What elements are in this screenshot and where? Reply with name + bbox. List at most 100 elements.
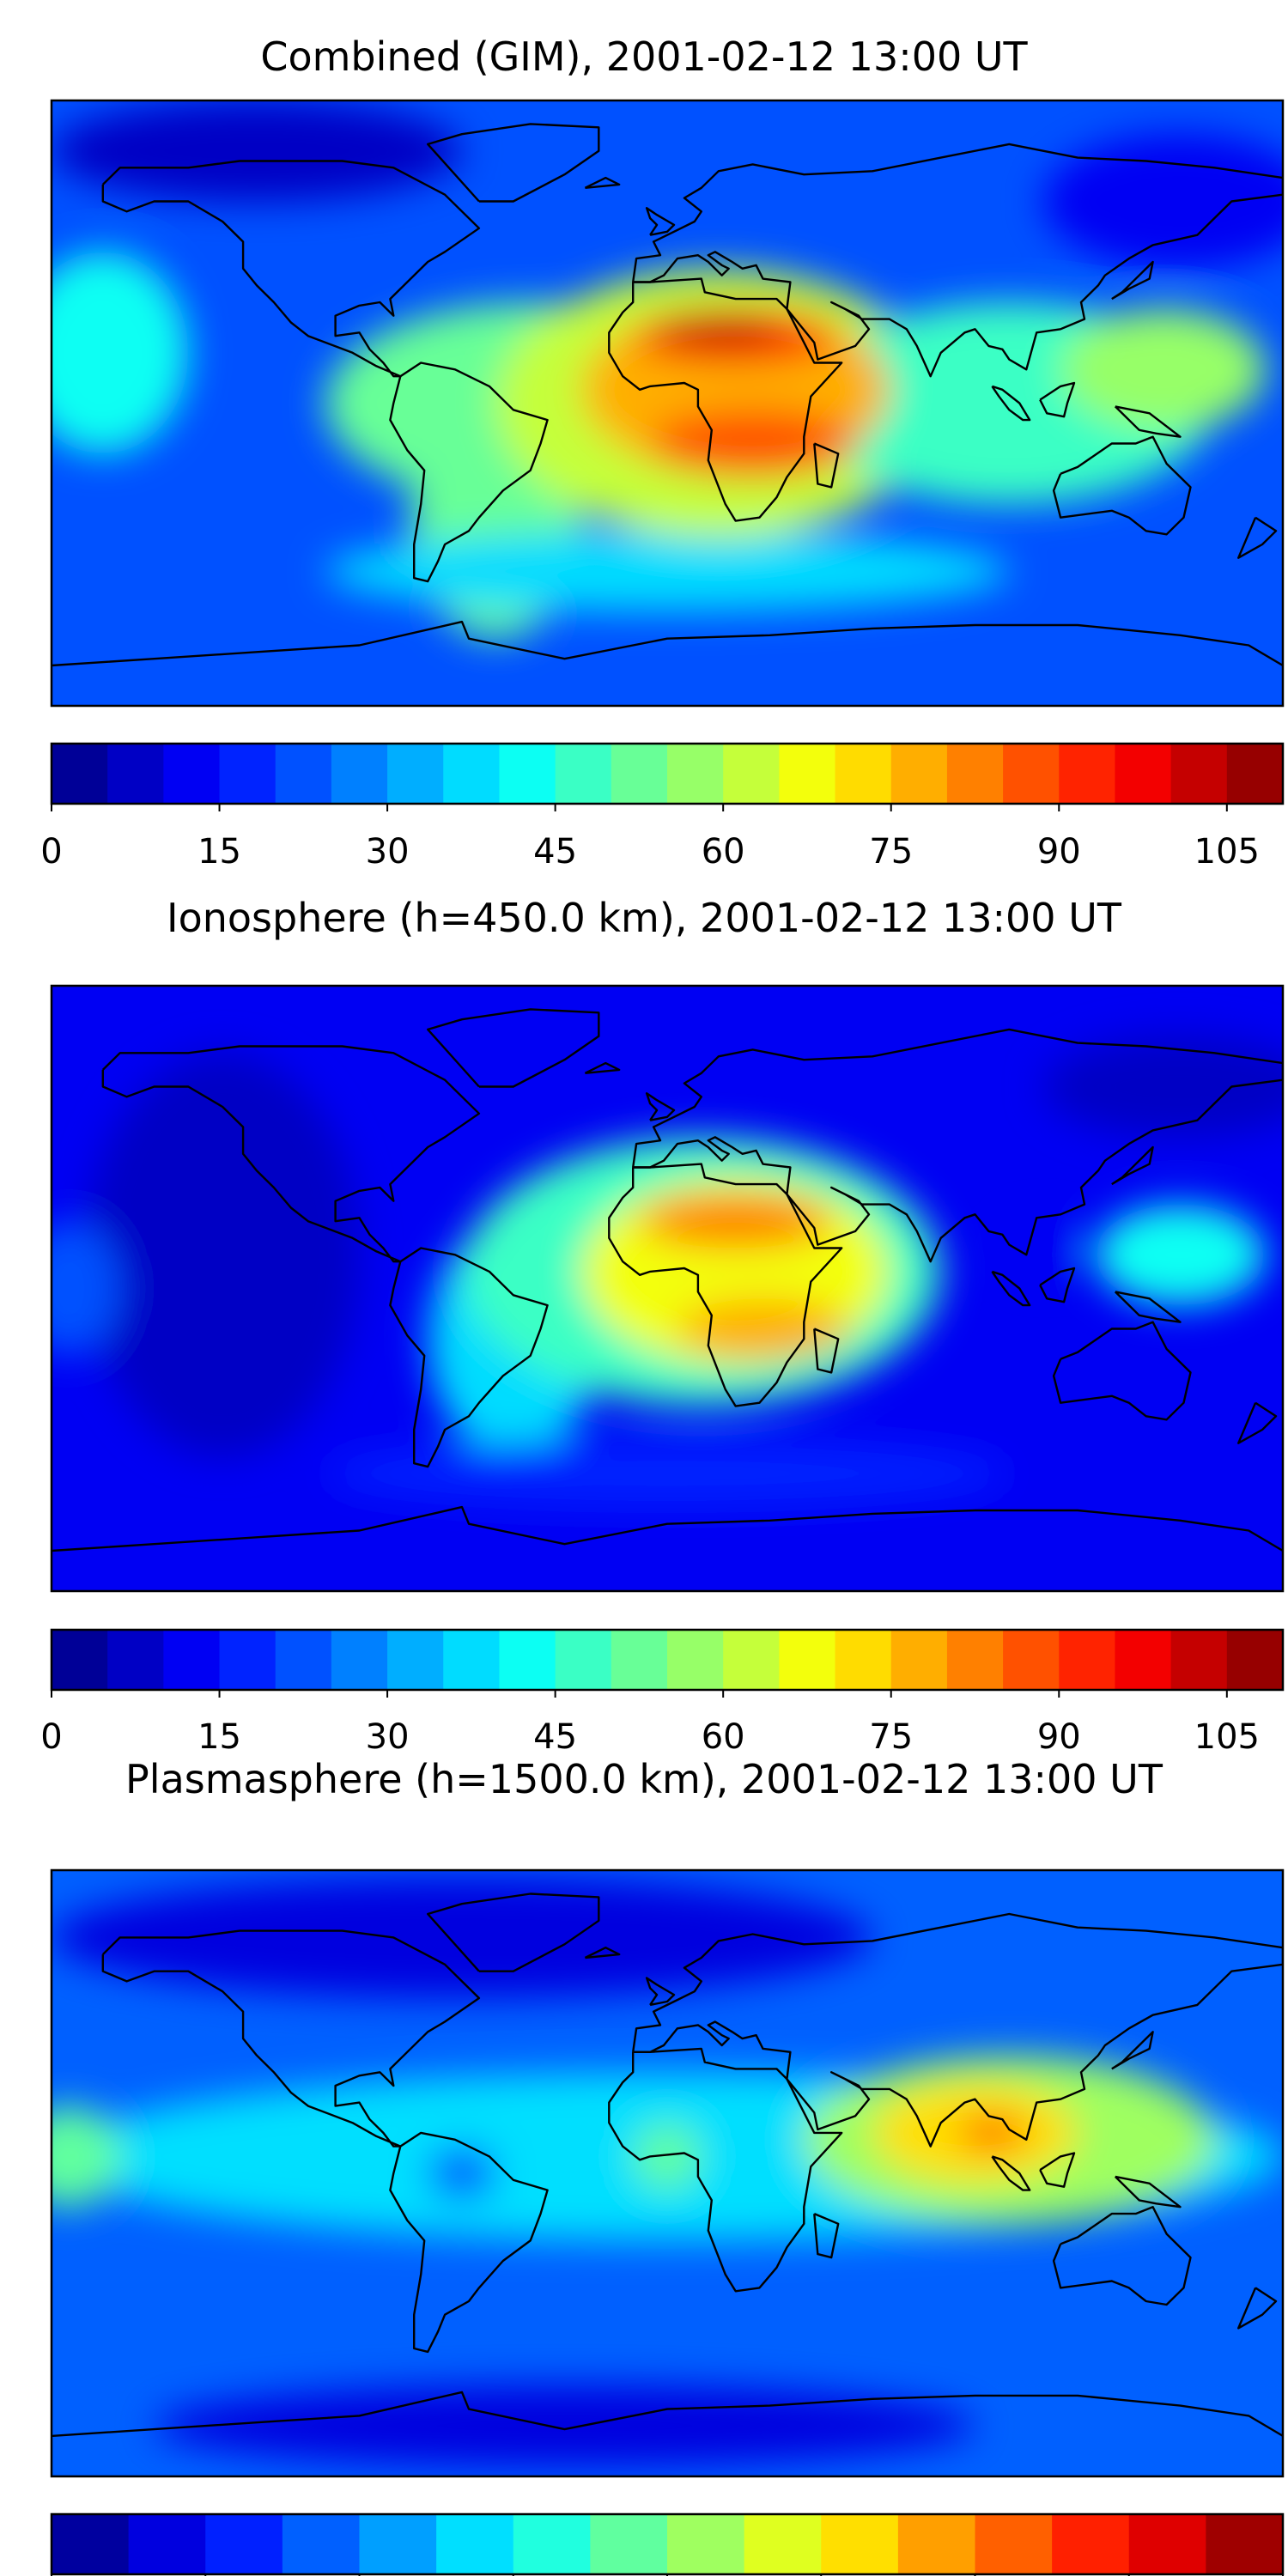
coastline xyxy=(608,2047,843,2293)
colorbar-segment xyxy=(890,744,948,804)
colorbar-segment xyxy=(52,744,108,804)
colorbar-segment xyxy=(667,2514,745,2574)
colorbar-segment xyxy=(611,1630,668,1690)
colorbar-tick-label: 15 xyxy=(197,832,241,872)
colorbar-segment xyxy=(946,744,1004,804)
colorbar-tick-label: 75 xyxy=(869,832,913,872)
colorbar-segment xyxy=(443,1630,501,1690)
field-region xyxy=(52,252,189,454)
colorbar-segment xyxy=(946,1630,1004,1690)
colorbar-segment xyxy=(723,744,780,804)
colorbar-segment xyxy=(163,744,221,804)
colorbar-tick-label: 45 xyxy=(533,832,577,872)
coastline xyxy=(991,2155,1031,2191)
coastline xyxy=(1111,2031,1154,2070)
coastline xyxy=(52,2391,1283,2438)
colorbar-segment xyxy=(107,1630,164,1690)
field-region xyxy=(657,312,781,346)
panel-title: Ionosphere (h=450.0 km), 2001-02-12 13:0… xyxy=(167,895,1122,941)
colorbar-segment xyxy=(387,744,444,804)
coastline xyxy=(584,1947,621,1959)
colorbar-segment xyxy=(1206,2514,1284,2574)
colorbar-segment xyxy=(821,2514,899,2574)
field-region xyxy=(1043,1036,1283,1138)
map-layer xyxy=(50,1868,1285,2478)
coastline xyxy=(1052,1321,1192,1421)
colorbar-segment xyxy=(897,2514,976,2574)
colorbar-tick-label: 90 xyxy=(1037,1717,1081,1757)
colorbar-segment xyxy=(499,1630,556,1690)
colorbar-segment xyxy=(443,744,501,804)
field-region xyxy=(52,2105,120,2208)
colorbar-segment xyxy=(513,2514,591,2574)
colorbar: 0510152025303540 xyxy=(50,2512,1285,2576)
field-region xyxy=(52,100,462,202)
coastline xyxy=(1039,381,1076,418)
colorbar-segment xyxy=(359,2514,437,2574)
colorbar-segment xyxy=(555,744,612,804)
colorbar-frame xyxy=(50,742,1285,805)
coastline xyxy=(991,1270,1031,1307)
colorbar-segment xyxy=(163,1630,221,1690)
colorbar-tick-label: 15 xyxy=(197,1717,241,1757)
coastline xyxy=(1237,1401,1278,1444)
coastline xyxy=(608,1163,843,1407)
colorbar-segment xyxy=(107,744,164,804)
coastline xyxy=(1111,1145,1154,1186)
colorbar-segment xyxy=(387,1630,444,1690)
colorbar-tick-label: 105 xyxy=(1194,1717,1260,1757)
coastline xyxy=(1114,1291,1182,1323)
field-region xyxy=(52,1876,872,1999)
colorbar-segment xyxy=(590,2514,668,2574)
colorbar-segment xyxy=(723,1630,780,1690)
coastline xyxy=(645,207,676,236)
colorbar-segment xyxy=(667,744,724,804)
colorbar: 0 15 30 45 60 75 90 105 xyxy=(40,742,1285,872)
colorbar-segment xyxy=(667,1630,724,1690)
coastline xyxy=(389,1247,549,1468)
coastline xyxy=(101,160,481,378)
map-frame xyxy=(50,99,1285,708)
coastline xyxy=(632,1028,1283,1263)
field-region xyxy=(633,2123,702,2190)
colorbar-segment xyxy=(275,1630,332,1690)
coastline xyxy=(427,123,600,203)
colorbar-segment xyxy=(331,1630,388,1690)
colorbar-tick-label: 60 xyxy=(702,832,745,872)
colorbar-segment xyxy=(1052,2514,1130,2574)
colorbar-segment xyxy=(1115,744,1172,804)
coastline xyxy=(645,1977,676,2007)
coastline xyxy=(1237,516,1278,559)
colorbar-segment xyxy=(975,2514,1053,2574)
colorbar-segment xyxy=(436,2514,514,2574)
map-frame xyxy=(50,984,1285,1593)
field-region xyxy=(325,1439,1010,1508)
field-region xyxy=(1043,134,1283,269)
coastline xyxy=(389,361,549,583)
field-region xyxy=(677,1298,849,1359)
colorbar-tick-label: 45 xyxy=(533,1717,577,1757)
field-region xyxy=(154,2385,975,2467)
coastline xyxy=(584,176,621,189)
colorbar-tick-label: 0 xyxy=(40,1717,62,1757)
colorbar-segment xyxy=(282,2514,361,2574)
colorbar-segment xyxy=(1128,2514,1206,2574)
coastline xyxy=(1039,2152,1076,2188)
colorbar-tick-label: 75 xyxy=(869,1717,913,1757)
colorbar-segment xyxy=(835,1630,892,1690)
field-region xyxy=(52,1221,120,1356)
colorbar-segment xyxy=(890,1630,948,1690)
field-region xyxy=(1094,1204,1267,1306)
coastline xyxy=(101,1045,481,1263)
coastline xyxy=(813,442,840,489)
field-region xyxy=(1009,1221,1078,1275)
colorbar-segment xyxy=(1226,1630,1284,1690)
colorbar-segment xyxy=(835,744,892,804)
coastline xyxy=(52,620,1283,667)
coastline xyxy=(608,277,843,522)
field-region xyxy=(428,2146,496,2201)
coastline xyxy=(1111,260,1154,301)
coastline xyxy=(427,1008,600,1088)
field-region xyxy=(650,410,856,477)
